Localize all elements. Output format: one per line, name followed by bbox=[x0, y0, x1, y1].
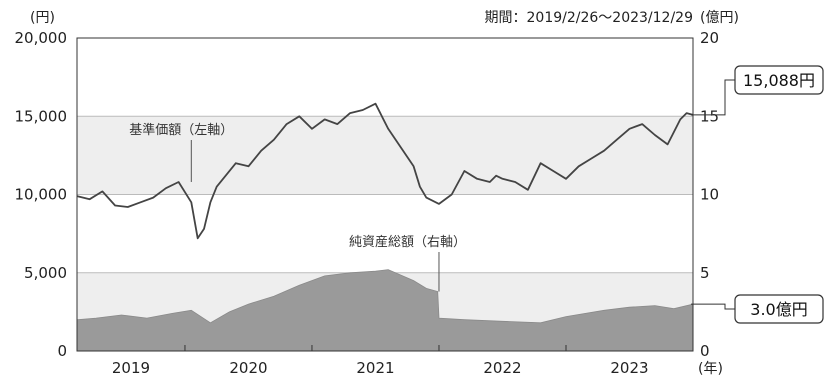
callout-value-0: 15,088円 bbox=[743, 71, 815, 90]
latest-value-callouts: 15,088円 3.0億円 bbox=[691, 65, 824, 324]
left-tick-label-0: 0 bbox=[57, 342, 67, 360]
x-axis-ticks bbox=[184, 345, 567, 351]
nav-line bbox=[76, 102, 694, 240]
left-tick-label-3: 15,000 bbox=[15, 107, 68, 125]
right-tick-label-2: 10 bbox=[700, 186, 719, 204]
period-label: 期間：2019/2/26〜2023/12/29 bbox=[485, 10, 693, 26]
callout-leader-1 bbox=[691, 303, 735, 310]
plot-frame bbox=[76, 37, 694, 352]
left-axis-unit: (円) bbox=[30, 10, 55, 26]
left-tick-label-1: 5,000 bbox=[24, 264, 67, 282]
callout-box-1 bbox=[734, 294, 824, 324]
year-label-2020: 2020 bbox=[229, 359, 267, 377]
left-tick-label-4: 20,000 bbox=[15, 29, 68, 47]
year-label-2023: 2023 bbox=[610, 359, 648, 377]
right-tick-label-4: 20 bbox=[700, 29, 719, 47]
year-label-2019: 2019 bbox=[112, 359, 150, 377]
band-1 bbox=[77, 116, 693, 195]
callout-leader-0 bbox=[691, 79, 735, 116]
right-axis-unit: (億円) bbox=[700, 10, 739, 26]
callout-box-0 bbox=[734, 65, 824, 95]
net-assets-area bbox=[76, 269, 694, 352]
year-labels: 2019 2020 2021 2022 2023 bbox=[112, 359, 649, 377]
right-tick-label-3: 15 bbox=[700, 107, 719, 125]
left-axis-tick-labels: 0 5,000 10,000 15,000 20,000 bbox=[15, 29, 68, 360]
right-axis-tick-labels: 0 5 10 15 20 bbox=[700, 29, 719, 360]
year-label-2022: 2022 bbox=[483, 359, 521, 377]
callout-value-1: 3.0億円 bbox=[750, 300, 807, 319]
net-assets-area-layer bbox=[76, 269, 694, 352]
left-tick-label-2: 10,000 bbox=[15, 186, 68, 204]
right-tick-label-0: 0 bbox=[700, 342, 710, 360]
x-axis-unit: (年) bbox=[698, 361, 723, 377]
series-annotations: 基準価額（左軸） 純資産総額（右軸） bbox=[129, 122, 466, 292]
nav-line-layer bbox=[76, 102, 694, 240]
annotation-label-0: 基準価額（左軸） bbox=[129, 122, 233, 138]
year-label-2021: 2021 bbox=[356, 359, 394, 377]
right-tick-label-1: 5 bbox=[700, 264, 710, 282]
annotation-label-1: 純資産総額（右軸） bbox=[349, 234, 466, 250]
